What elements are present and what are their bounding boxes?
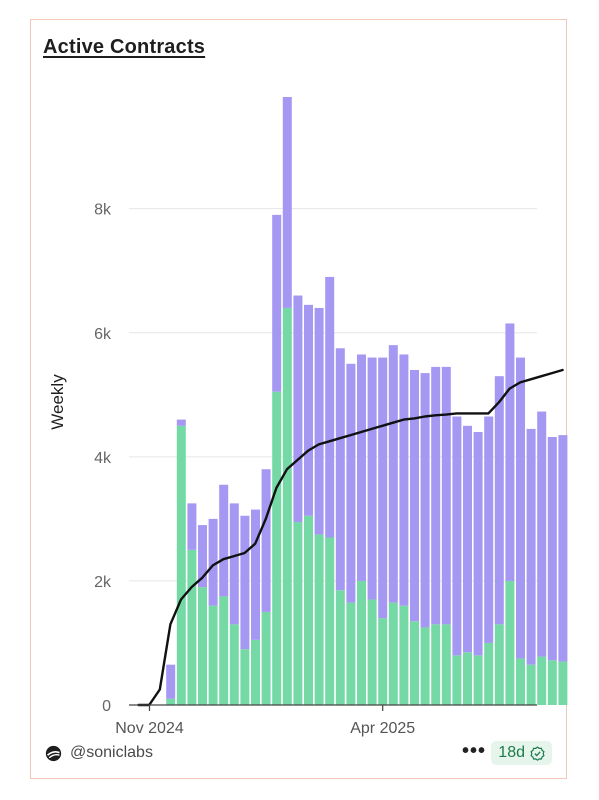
bar-top-segment[interactable] bbox=[367, 357, 377, 600]
bar-top-segment[interactable] bbox=[198, 525, 207, 588]
bar-top-segment[interactable] bbox=[208, 518, 218, 606]
bar-bottom-segment[interactable] bbox=[547, 660, 557, 705]
bar-bottom-segment[interactable] bbox=[304, 515, 313, 705]
bar-top-segment[interactable] bbox=[166, 664, 176, 699]
bar-top-segment[interactable] bbox=[420, 373, 430, 628]
chart-svg: 0 2k 4k 6k 8k Nov 2024 Apr 2025 Weekly bbox=[48, 97, 568, 737]
bar-bottom-segment[interactable] bbox=[441, 624, 451, 705]
bar-top-segment[interactable] bbox=[505, 323, 515, 581]
bar-bottom-segment[interactable] bbox=[558, 661, 568, 705]
bar-bottom-segment[interactable] bbox=[452, 655, 462, 705]
brand-handle: @soniclabs bbox=[70, 744, 153, 761]
y-tick-label: 8k bbox=[94, 202, 112, 219]
bar-top-segment[interactable] bbox=[229, 503, 239, 625]
bar-top-segment[interactable] bbox=[346, 363, 356, 603]
bar-top-segment[interactable] bbox=[388, 345, 398, 603]
bar-bottom-segment[interactable] bbox=[516, 658, 525, 705]
bar-bottom-segment[interactable] bbox=[473, 655, 483, 705]
bar-bottom-segment[interactable] bbox=[388, 602, 398, 705]
bar-top-segment[interactable] bbox=[558, 435, 568, 662]
bar-top-segment[interactable] bbox=[473, 432, 483, 656]
bar-bottom-segment[interactable] bbox=[346, 602, 356, 705]
bar-top-segment[interactable] bbox=[293, 295, 303, 522]
y-tick-label: 6k bbox=[94, 326, 112, 343]
bar-bottom-segment[interactable] bbox=[261, 611, 271, 705]
bar-top-segment[interactable] bbox=[261, 469, 271, 612]
bar-top-segment[interactable] bbox=[219, 484, 229, 597]
bar-bottom-segment[interactable] bbox=[484, 642, 494, 705]
bar-bottom-segment[interactable] bbox=[219, 596, 229, 705]
bar-bottom-segment[interactable] bbox=[325, 537, 335, 705]
bar-bottom-segment[interactable] bbox=[410, 621, 419, 705]
bar-bottom-segment[interactable] bbox=[505, 580, 515, 705]
bar-top-segment[interactable] bbox=[335, 348, 345, 591]
bar-top-segment[interactable] bbox=[484, 416, 494, 643]
bar-bottom-segment[interactable] bbox=[431, 624, 441, 705]
bar-bottom-segment[interactable] bbox=[537, 656, 547, 705]
bar-top-segment[interactable] bbox=[547, 436, 557, 661]
age-badge[interactable]: 18d bbox=[491, 741, 552, 765]
bar-bottom-segment[interactable] bbox=[378, 618, 388, 705]
bar-bottom-segment[interactable] bbox=[272, 391, 282, 705]
bar-bottom-segment[interactable] bbox=[399, 605, 409, 705]
bar-top-segment[interactable] bbox=[494, 376, 504, 625]
y-tick-label: 0 bbox=[102, 698, 111, 715]
bar-top-segment[interactable] bbox=[378, 357, 388, 619]
chart-title: Active Contracts bbox=[43, 36, 206, 58]
bar-top-segment[interactable] bbox=[431, 366, 441, 625]
bar-top-segment[interactable] bbox=[537, 411, 547, 657]
bar-top-segment[interactable] bbox=[357, 354, 366, 581]
bar-bottom-segment[interactable] bbox=[314, 534, 324, 705]
bar-bottom-segment[interactable] bbox=[208, 605, 218, 705]
bar-bottom-segment[interactable] bbox=[526, 664, 536, 705]
x-tick-label: Nov 2024 bbox=[115, 720, 184, 737]
sonic-logo-icon bbox=[45, 745, 62, 761]
bar-top-segment[interactable] bbox=[304, 304, 313, 516]
bar-top-segment[interactable] bbox=[516, 357, 525, 659]
bar-top-segment[interactable] bbox=[399, 354, 409, 606]
bar-bottom-segment[interactable] bbox=[335, 590, 345, 705]
age-text: 18d bbox=[498, 744, 525, 761]
bar-bottom-segment[interactable] bbox=[187, 549, 197, 705]
x-tick-label: Apr 2025 bbox=[350, 720, 415, 737]
bar-top-segment[interactable] bbox=[526, 428, 536, 665]
y-tick-label: 4k bbox=[94, 450, 112, 467]
bar-bottom-segment[interactable] bbox=[357, 580, 366, 705]
bar-top-segment[interactable] bbox=[410, 369, 419, 622]
bar-bottom-segment[interactable] bbox=[229, 624, 239, 705]
more-options-button[interactable]: ••• bbox=[461, 740, 486, 762]
bar-bottom-segment[interactable] bbox=[251, 639, 260, 705]
cumulative-line[interactable] bbox=[137, 368, 564, 707]
bar-top-segment[interactable] bbox=[282, 97, 292, 308]
bar-top-segment[interactable] bbox=[452, 416, 462, 656]
bar-top-segment[interactable] bbox=[441, 366, 451, 625]
y-axis-label: Weekly bbox=[48, 374, 67, 430]
brand[interactable]: @soniclabs bbox=[45, 744, 153, 762]
bar-bottom-segment[interactable] bbox=[420, 627, 430, 705]
bar-bottom-segment[interactable] bbox=[494, 624, 504, 705]
footer: @soniclabs ••• 18d bbox=[31, 740, 566, 772]
bar-bottom-segment[interactable] bbox=[367, 599, 377, 705]
bar-bottom-segment[interactable] bbox=[198, 587, 207, 705]
bar-top-segment[interactable] bbox=[314, 307, 324, 535]
bar-top-segment[interactable] bbox=[251, 509, 260, 640]
bar-bottom-segment[interactable] bbox=[282, 307, 292, 705]
bar-top-segment[interactable] bbox=[240, 515, 250, 650]
bar-bottom-segment[interactable] bbox=[463, 652, 472, 705]
bar-top-segment[interactable] bbox=[272, 214, 282, 392]
bar-bottom-segment[interactable] bbox=[240, 649, 250, 705]
bar-bottom-segment[interactable] bbox=[293, 521, 303, 705]
chart-card: Active Contracts 0 2k 4k 6k 8k Nov 2024 Apr 20… bbox=[30, 19, 568, 779]
bar-top-segment[interactable] bbox=[463, 425, 472, 653]
bar-top-segment[interactable] bbox=[187, 503, 197, 550]
bar-top-segment[interactable] bbox=[325, 276, 335, 538]
bar-bottom-segment[interactable] bbox=[176, 425, 186, 705]
verified-check-icon bbox=[530, 745, 545, 761]
y-tick-label: 2k bbox=[94, 574, 112, 591]
bar-top-segment[interactable] bbox=[176, 419, 186, 426]
bar-bottom-segment[interactable] bbox=[166, 698, 176, 705]
